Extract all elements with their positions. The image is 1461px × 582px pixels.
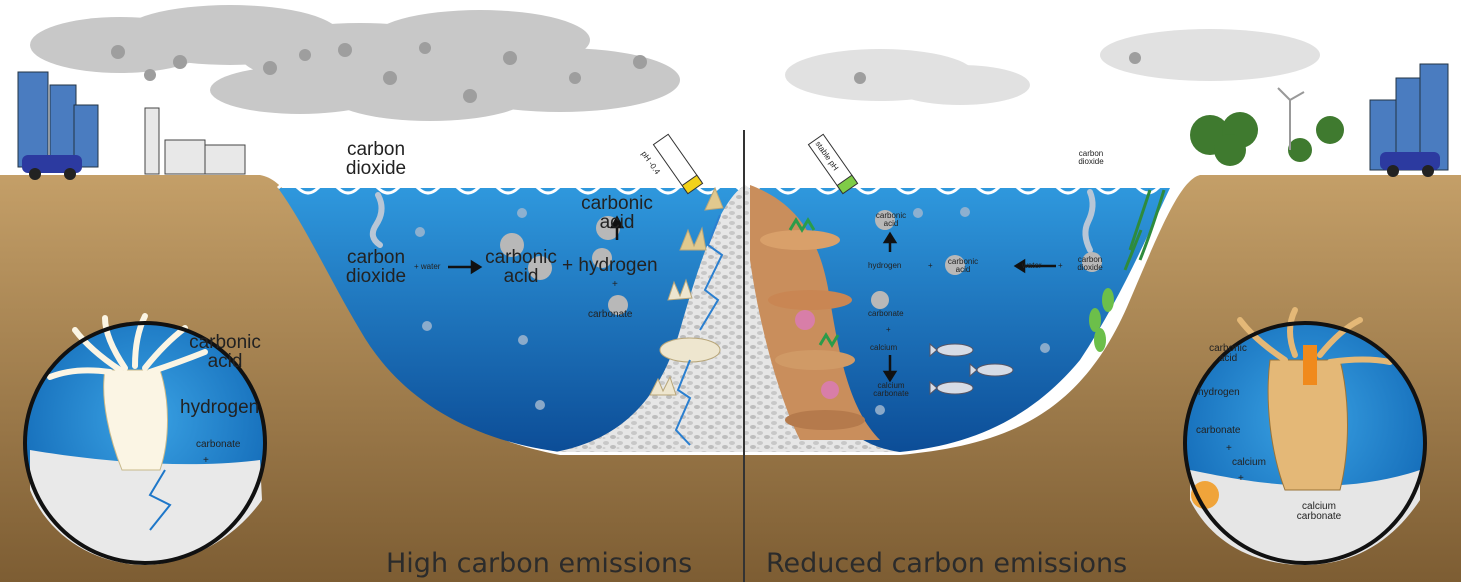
heading-high-emissions: High carbon emissions [386, 548, 693, 579]
right-water-label: water [1022, 261, 1042, 270]
left-dissolved-co2-label: carbon dioxide [345, 247, 407, 287]
heading-reduced-emissions: Reduced carbon emissions [766, 548, 1128, 579]
right-carbonate-label: carbonate [868, 309, 904, 318]
right-hydrogen-label: hydrogen [868, 261, 902, 270]
left-inset-magnifier [23, 313, 267, 565]
mangrove-trees [1190, 112, 1344, 166]
healthy-coral-reef [750, 185, 880, 440]
left-surface-co2-label: carbon dioxide [345, 139, 407, 179]
ph-tag-left [652, 133, 704, 195]
right-inset-calcium-carbonate-label: calcium carbonate [1296, 501, 1342, 522]
left-inset-hydrogen-label: hydrogen [180, 397, 260, 418]
left-hydrogen-label: + hydrogen [562, 255, 658, 276]
molecule-bubbles [500, 210, 1102, 315]
factory [144, 107, 246, 175]
seagrass [1123, 189, 1166, 271]
right-top-carbonic-acid-label: carbonic acid [875, 211, 907, 228]
reaction-arrows [448, 215, 1056, 383]
co2-particles-air [111, 42, 1141, 103]
right-inset-calcium-label: calcium [1232, 457, 1266, 468]
right-inset-magnifier [1183, 307, 1427, 565]
left-water-label: + water [414, 262, 441, 271]
left-carbonate-label: carbonate [588, 309, 633, 320]
left-plus-label: + [612, 279, 618, 290]
right-plus2-label: + [1058, 261, 1063, 270]
right-inset-plus1-label: + [1226, 443, 1232, 454]
kelp-leaves [1089, 288, 1114, 352]
co2-absorption-arrows [369, 189, 1096, 253]
right-plus1-label: + [928, 261, 933, 270]
smog-clouds [30, 5, 680, 121]
right-inset-carbonate-label: carbonate [1196, 425, 1241, 436]
car-left [22, 155, 82, 180]
right-inset-carbonic-acid-label: carbonic acid [1209, 343, 1247, 364]
wave-surface [276, 181, 1180, 195]
right-dissolved-co2-label: carbon dioxide [1077, 255, 1103, 272]
right-inset-plus2-label: + [1238, 473, 1244, 484]
left-carbonic-acid-label: carbonic acid [485, 247, 557, 287]
right-plus3-label: + [886, 325, 891, 334]
ph-tag-right [807, 133, 859, 195]
right-calcium-carbonate-label: calcium carbonate [873, 381, 909, 398]
right-inset-hydrogen-label: hydrogen [1198, 387, 1240, 398]
left-inset-carbonate-label: carbonate [196, 439, 241, 450]
left-inset-carbonic-acid-label: carbonic acid [189, 332, 261, 372]
right-calcium-label: calcium [870, 343, 898, 352]
right-mid-carbonic-acid-label: carbonic acid [947, 257, 979, 274]
city-buildings-left [17, 71, 99, 168]
light-clouds [785, 29, 1320, 105]
right-surface-co2-label: carbon dioxide [1078, 149, 1104, 166]
ocean-bubbles [415, 207, 1050, 415]
left-top-carbonic-acid-label: carbonic acid [581, 193, 653, 233]
reef-cracks [674, 214, 724, 446]
car-right [1380, 152, 1440, 177]
bleached-coral [649, 186, 724, 396]
left-inset-plus-label: + [203, 455, 209, 466]
fish-school [929, 342, 1014, 396]
seabed-land [0, 175, 1461, 582]
wind-turbine [1277, 87, 1305, 150]
